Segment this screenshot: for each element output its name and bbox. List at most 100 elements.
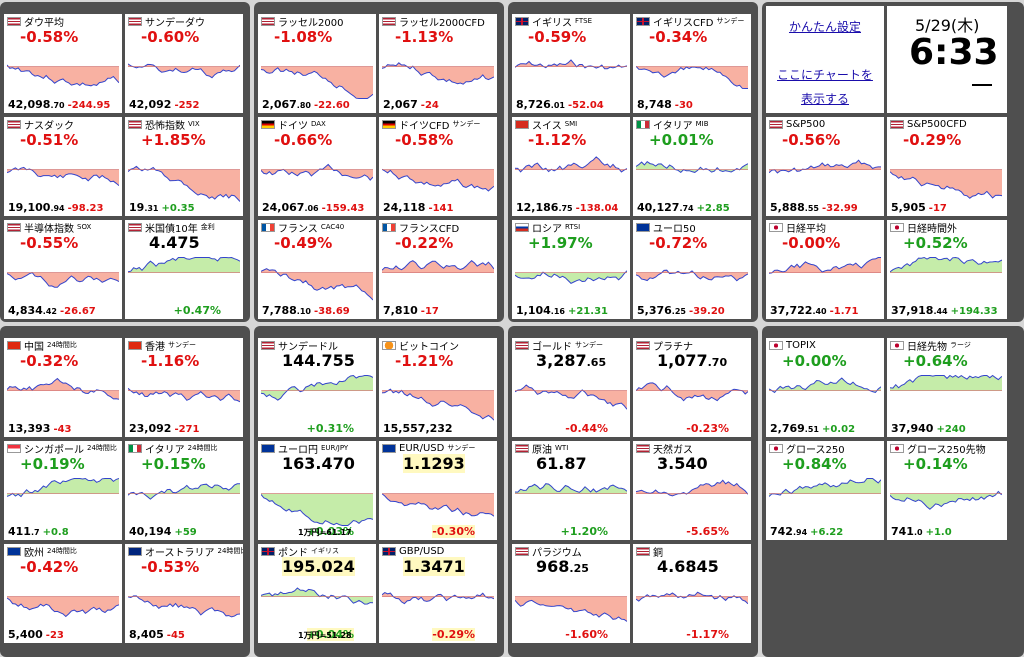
market-tile[interactable]: 銅 -1.17% 4.6845: [633, 544, 751, 643]
tile-subtitle: 24時間比: [217, 547, 244, 555]
price-main: 37,940: [891, 422, 934, 435]
tile-subtitle: VIX: [188, 120, 200, 128]
us-flag-icon: [7, 119, 21, 129]
market-tile[interactable]: オーストラリア24時間比-0.53%8,405-45: [125, 544, 243, 643]
it-flag-icon: [128, 443, 142, 453]
sparkline-chart: [769, 257, 881, 274]
jp-flag-icon: [769, 340, 783, 350]
price-value: 411.7 +0.8: [8, 525, 69, 538]
price-main: 195.024: [282, 557, 355, 576]
tile-header: 半導体指数 SOX: [4, 220, 122, 235]
market-tile[interactable]: ダウ平均 -0.58% 42,098.70 -244.95: [4, 14, 122, 113]
tile-header: イタリア MIB: [633, 117, 751, 132]
tile-name: グロース250: [786, 444, 845, 456]
market-tile[interactable]: サンデーダウ -0.60% 42,092 -252: [125, 14, 243, 113]
price-main: 4.475: [149, 233, 200, 252]
market-tile[interactable]: 日経時間外 +0.52% 37,918.44 +194.33: [887, 220, 1007, 319]
sparkline-fill: [890, 169, 1002, 199]
market-tile[interactable]: 中国 24時間比 -0.32% 13,393 -43: [4, 338, 122, 437]
sparkline-chart: [636, 591, 748, 605]
price-main: 411: [8, 525, 31, 538]
chart-here-link-line2[interactable]: 表示する: [800, 92, 849, 106]
market-tile[interactable]: シンガポール 24時間比 +0.19% 411.7 +0.8: [4, 441, 122, 540]
price-main: 5,400: [8, 628, 43, 641]
sparkline-chart: [515, 270, 627, 285]
market-tile[interactable]: 天然ガス -5.65% 3.540: [633, 441, 751, 540]
sparkline-fill: [769, 378, 881, 393]
price-value: 1,104.16 +21.31: [516, 304, 608, 317]
price-decimal: .80: [296, 101, 311, 110]
chart-here-link-line1[interactable]: ここにチャートを: [777, 68, 873, 82]
market-tile[interactable]: フランス CAC40 -0.49% 7,788.10 -38.69: [258, 220, 376, 319]
sparkline-line: [636, 591, 748, 605]
market-tile[interactable]: ラッセル2000 -1.08% 2,067.80 -22.60: [258, 14, 376, 113]
change-percent: +0.47%: [173, 304, 221, 317]
tile-name: イタリア: [145, 444, 185, 456]
market-tile[interactable]: グロース250先物 +0.14% 741.0 +1.0: [887, 441, 1007, 540]
sparkline-fill: [128, 63, 240, 78]
market-tile[interactable]: TOPIX +0.00% 2,769.51 +0.02: [766, 338, 884, 437]
market-tile[interactable]: 香港 サンデー -1.16% 23,092 -271: [125, 338, 243, 437]
sparkline-chart: [261, 66, 373, 99]
market-tile[interactable]: プラチナ -0.23% 1,077.70: [633, 338, 751, 437]
price-main: 42,092: [129, 98, 172, 111]
tile-header: ラッセル2000: [258, 14, 376, 29]
market-tile[interactable]: ラッセル2000CFD -1.13% 2,067 -24: [379, 14, 497, 113]
price-change: -17: [420, 306, 439, 317]
easy-settings-link[interactable]: かんたん設定: [788, 20, 861, 34]
market-tile[interactable]: EUR/USD サンデー -0.30% 1.1293: [379, 441, 497, 540]
price-change: +1.0: [925, 527, 952, 538]
market-tile[interactable]: GBP/USD -0.29% 1.3471: [379, 544, 497, 643]
sparkline-fill: [261, 66, 373, 99]
clock-tile: 5/29(木) 6:33: [887, 6, 1007, 113]
market-tile[interactable]: イギリスCFD サンデー -0.34% 8,748 -30: [633, 14, 751, 113]
market-tile[interactable]: ユーロ円 EUR/JPY +0.03% 163.470 1万円=61.17: [258, 441, 376, 540]
market-tile[interactable]: ポンド イギリス +0.04% 195.024 1万円=51.28: [258, 544, 376, 643]
price-main: 968: [536, 557, 570, 576]
market-tile[interactable]: ドイツCFD サンデー -0.58% 24,118 -141: [379, 117, 497, 216]
market-tile[interactable]: S&P500 -0.56% 5,888.55 -32.99: [766, 117, 884, 216]
market-tile[interactable]: イタリア 24時間比 +0.15% 40,194 +59: [125, 441, 243, 540]
change-percent: -1.08%: [274, 28, 333, 46]
price-value: 40,127.74 +2.85: [637, 201, 730, 214]
market-tile[interactable]: 日経先物 ラージ +0.64% 37,940 +240: [887, 338, 1007, 437]
change-percent: -0.42%: [20, 558, 79, 576]
sparkline-chart: [7, 271, 119, 288]
tile-name: S&P500: [786, 118, 826, 130]
market-tile[interactable]: フランスCFD -0.22% 7,810 -17: [379, 220, 497, 319]
market-tile[interactable]: ナスダック -0.51% 19,100.94 -98.23: [4, 117, 122, 216]
market-tile[interactable]: イギリス FTSE -0.59% 8,726.01 -52.04: [512, 14, 630, 113]
market-tile[interactable]: 米国債10年 金利 +0.47% 4.475: [125, 220, 243, 319]
settings-tile: かんたん設定 ここにチャートを 表示する: [766, 6, 884, 113]
sparkline-chart: [890, 374, 1002, 391]
market-tile[interactable]: ユーロ50 -0.72% 5,376.25 -39.20: [633, 220, 751, 319]
market-tile[interactable]: 半導体指数 SOX -0.55% 4,834.42 -26.67: [4, 220, 122, 319]
change-percent: -0.30%: [432, 525, 475, 538]
sparkline-fill: [769, 257, 881, 274]
market-tile[interactable]: 恐怖指数 VIX +1.85% 19.31 +0.35: [125, 117, 243, 216]
conversion-note: 1万円=51.28: [298, 631, 352, 640]
market-tile[interactable]: ゴールド サンデー -0.44% 3,287.65: [512, 338, 630, 437]
market-tile[interactable]: ドイツ DAX -0.66% 24,067.06 -159.43: [258, 117, 376, 216]
market-tile[interactable]: 欧州 24時間比 -0.42% 5,400 -23: [4, 544, 122, 643]
market-tile[interactable]: スイス SMI -1.12% 12,186.75 -138.04: [512, 117, 630, 216]
market-tile[interactable]: ビットコイン -1.21% 15,557,232: [379, 338, 497, 437]
tile-header: ゴールド サンデー: [512, 338, 630, 353]
market-tile[interactable]: 日経平均 -0.00% 37,722.40 -1.71: [766, 220, 884, 319]
market-tile[interactable]: パラジウム -1.60% 968.25: [512, 544, 630, 643]
tile-header: イタリア 24時間比: [125, 441, 243, 456]
market-tile[interactable]: ロシア RTSI +1.97% 1,104.16 +21.31: [512, 220, 630, 319]
market-tile[interactable]: 原油 WTI +1.20% 61.87: [512, 441, 630, 540]
market-tile[interactable]: S&P500CFD -0.29% 5,905 -17: [887, 117, 1007, 216]
market-tile[interactable]: サンデードル +0.31% 144.755: [258, 338, 376, 437]
tile-subtitle: サンデー: [452, 120, 481, 128]
sparkline-line: [128, 256, 240, 273]
sparkline-fill: [769, 478, 881, 497]
market-tile[interactable]: イタリア MIB +0.01% 40,127.74 +2.85: [633, 117, 751, 216]
sparkline-line: [636, 479, 748, 497]
price-value: 3.540: [657, 454, 708, 473]
tile-name: 日経時間外: [907, 223, 957, 235]
change-percent: +1.85%: [141, 131, 206, 149]
price-change: -26.67: [59, 306, 96, 317]
market-tile[interactable]: グロース250 +0.84% 742.94 +6.22: [766, 441, 884, 540]
